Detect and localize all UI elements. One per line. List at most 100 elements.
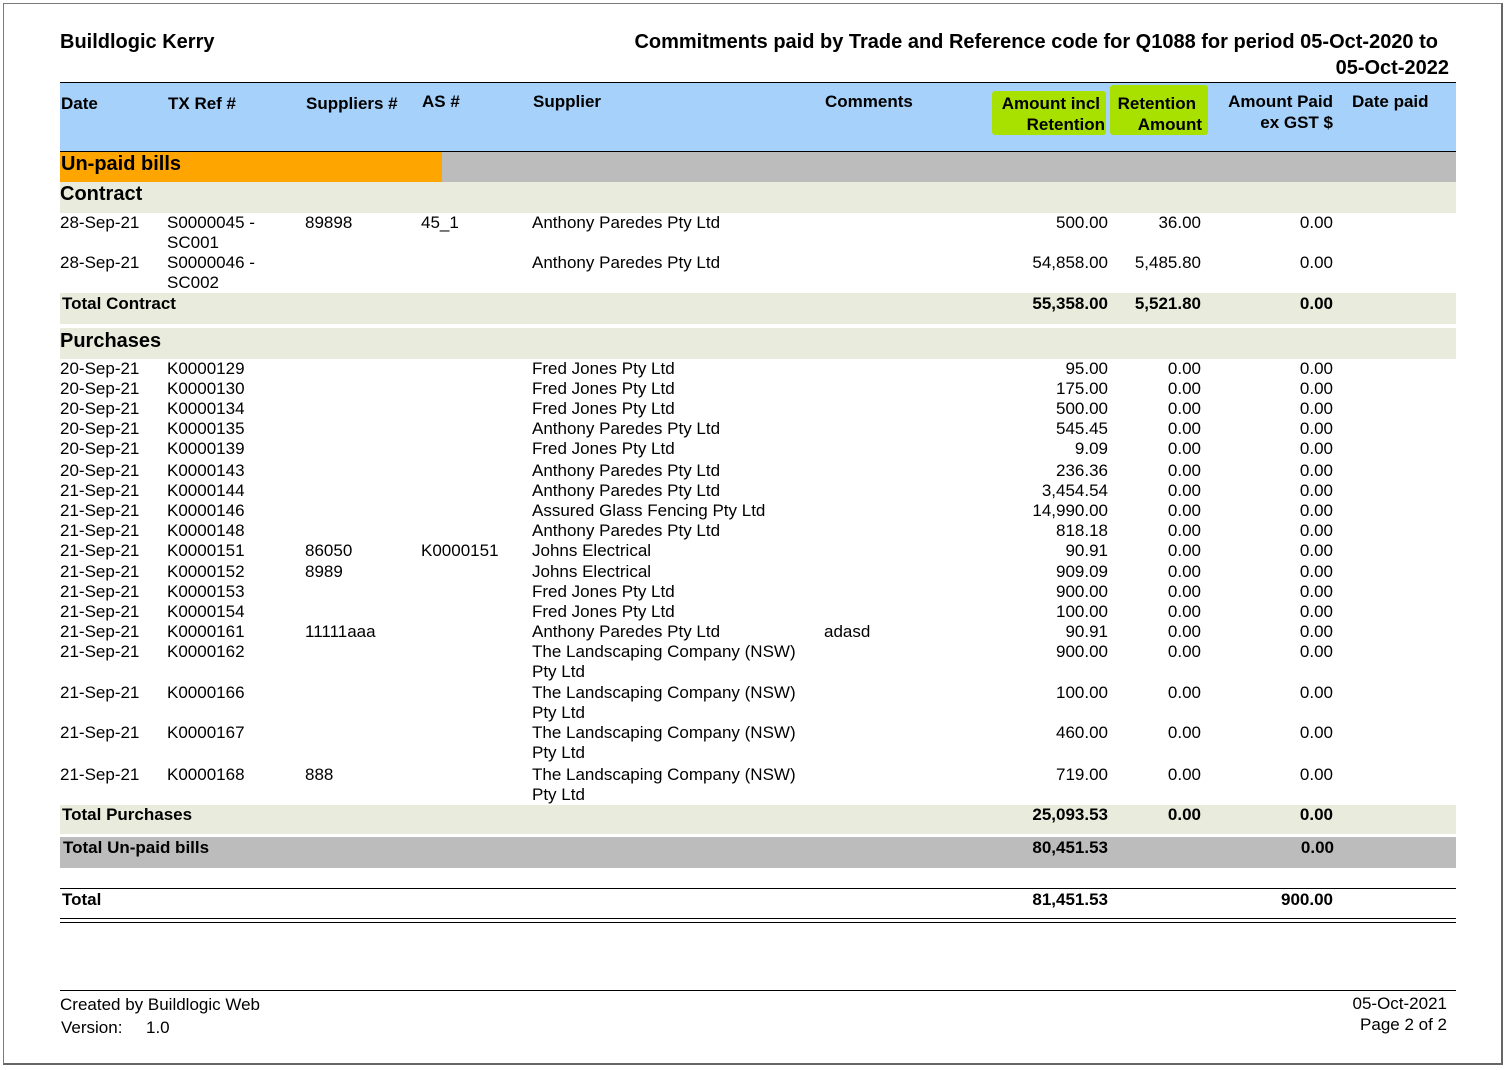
cell-paid: 0.00 [1299, 379, 1333, 398]
cell-comments: adasd [824, 622, 871, 641]
cell-retention: 0.00 [1167, 642, 1201, 661]
cell-date: 20-Sep-21 [60, 359, 140, 378]
grand-total-paid: 900.00 [1281, 890, 1333, 909]
cell-amount: 95.00 [1065, 359, 1108, 378]
cell-supplier: Fred Jones Pty Ltd [532, 602, 675, 621]
cell-txref: K0000166 [167, 683, 245, 702]
cell-txref: K0000143 [167, 461, 245, 480]
cell-date: 20-Sep-21 [60, 419, 140, 438]
purchases-total-band [60, 805, 1456, 834]
cell-date: 20-Sep-21 [60, 399, 140, 418]
company-name: Buildlogic Kerry [60, 31, 215, 53]
cell-date: 21-Sep-21 [60, 541, 140, 560]
cell-supplier-line2: Pty Ltd [532, 662, 585, 681]
cell-amount: 500.00 [1056, 399, 1108, 418]
cell-date: 21-Sep-21 [60, 622, 140, 641]
cell-suppliers-num: 11111aaa [305, 622, 376, 641]
col-suppliers-num: Suppliers # [306, 94, 398, 113]
purchases-total-row: Total Purchases 25,093.53 0.00 0.00 [60, 805, 1456, 825]
cell-date: 21-Sep-21 [60, 582, 140, 601]
cell-supplier: Fred Jones Pty Ltd [532, 359, 675, 378]
cell-txref: K0000153 [167, 582, 245, 601]
cell-txref: K0000154 [167, 602, 245, 621]
col-amount-incl-line2: Retention [1026, 115, 1105, 134]
cell-date: 21-Sep-21 [60, 521, 140, 540]
contract-title: Contract [60, 183, 143, 205]
cell-supplier: The Landscaping Company (NSW) [532, 765, 796, 784]
cell-retention: 36.00 [1158, 213, 1201, 232]
cell-retention: 0.00 [1167, 683, 1201, 702]
table-row: 21-Sep-21 K0000144 Anthony Paredes Pty Ltd… [60, 481, 1456, 501]
cell-amount: 236.36 [1056, 461, 1108, 480]
unpaid-total-label: Total Un-paid bills [63, 838, 210, 857]
cell-txref: K0000168 [167, 765, 245, 784]
cell-suppliers-num: 86050 [305, 541, 353, 560]
cell-retention: 0.00 [1167, 461, 1201, 480]
purchases-total-retention: 0.00 [1167, 805, 1201, 824]
table-row: 28-Sep-21 S0000046 - Anthony Paredes Pty L… [60, 253, 1456, 292]
table-row: 21-Sep-21 K0000167 The Landscaping Company… [60, 723, 1456, 762]
cell-txref: S0000046 - [167, 253, 255, 272]
cell-supplier-line2: Pty Ltd [532, 703, 585, 722]
grand-total-row: Total 81,451.53 900.00 [60, 890, 1456, 910]
cell-paid: 0.00 [1299, 602, 1333, 621]
grand-total-rule-2 [60, 922, 1456, 923]
table-row: 28-Sep-21 S0000045 - 89898 45_1 Anthony Pare… [60, 213, 1456, 252]
purchases-total-paid: 0.00 [1299, 805, 1333, 824]
cell-paid: 0.00 [1299, 582, 1333, 601]
cell-retention: 0.00 [1167, 359, 1201, 378]
cell-paid: 0.00 [1299, 642, 1333, 661]
cell-supplier-line2: Pty Ltd [532, 785, 585, 804]
col-supplier: Supplier [533, 92, 602, 111]
table-row: 21-Sep-21 K0000154 Fred Jones Pty Ltd 100.0… [60, 602, 1456, 622]
cell-supplier: Anthony Paredes Pty Ltd [532, 521, 721, 540]
cell-retention: 0.00 [1167, 723, 1201, 742]
cell-supplier: Fred Jones Pty Ltd [532, 379, 675, 398]
cell-suppliers-num: 888 [305, 765, 334, 784]
cell-txref-line2: SC002 [167, 273, 219, 292]
table-row: 21-Sep-21 K0000148 Anthony Paredes Pty Ltd… [60, 521, 1456, 541]
footer-version: 1.0 [146, 1018, 170, 1037]
contract-total-amount: 55,358.00 [1032, 294, 1108, 313]
cell-supplier: Anthony Paredes Pty Ltd [532, 213, 721, 232]
col-date-paid: Date paid [1352, 92, 1429, 111]
unpaid-total-amount: 80,451.53 [1032, 838, 1108, 857]
table-row: 20-Sep-21 K0000130 Fred Jones Pty Ltd 175.0… [60, 379, 1456, 399]
cell-amount: 14,990.00 [1032, 501, 1108, 520]
cell-retention: 0.00 [1167, 419, 1201, 438]
cell-date: 20-Sep-21 [60, 379, 140, 398]
table-row: 20-Sep-21 K0000129 Fred Jones Pty Ltd 95.00… [60, 359, 1456, 379]
cell-retention: 0.00 [1167, 481, 1201, 500]
cell-retention: 0.00 [1167, 582, 1201, 601]
cell-supplier-line2: Pty Ltd [532, 743, 585, 762]
cell-retention: 5,485.80 [1134, 253, 1201, 272]
section-title: Un-paid bills [60, 152, 442, 182]
cell-txref: K0000130 [167, 379, 245, 398]
cell-date: 21-Sep-21 [60, 501, 140, 520]
cell-supplier: Anthony Paredes Pty Ltd [532, 461, 721, 480]
cell-amount: 460.00 [1056, 723, 1108, 742]
contract-total-label: Total Contract [62, 294, 176, 313]
cell-date: 28-Sep-21 [60, 253, 140, 272]
table-row: 20-Sep-21 K0000143 Anthony Paredes Pty Ltd… [60, 461, 1456, 481]
cell-txref: K0000134 [167, 399, 245, 418]
grand-total-rule-1 [60, 918, 1456, 919]
cell-paid: 0.00 [1299, 622, 1333, 641]
cell-amount: 100.00 [1056, 602, 1108, 621]
report-title-line1: Commitments paid by Trade and Reference … [634, 31, 1438, 53]
cell-paid: 0.00 [1299, 723, 1333, 742]
cell-retention: 0.00 [1167, 541, 1201, 560]
cell-txref: K0000146 [167, 501, 245, 520]
contract-total-retention: 5,521.80 [1134, 294, 1201, 313]
cell-paid: 0.00 [1299, 399, 1333, 418]
cell-txref: K0000161 [167, 622, 245, 641]
cell-as-num: 45_1 [421, 213, 459, 232]
cell-txref: K0000139 [167, 439, 245, 458]
unpaid-total-row: Total Un-paid bills 80,451.53 0.00 [60, 838, 1456, 858]
cell-retention: 0.00 [1167, 439, 1201, 458]
cell-amount: 900.00 [1056, 582, 1108, 601]
cell-supplier: The Landscaping Company (NSW) [532, 642, 796, 661]
cell-paid: 0.00 [1299, 253, 1333, 272]
cell-retention: 0.00 [1167, 622, 1201, 641]
cell-retention: 0.00 [1167, 521, 1201, 540]
